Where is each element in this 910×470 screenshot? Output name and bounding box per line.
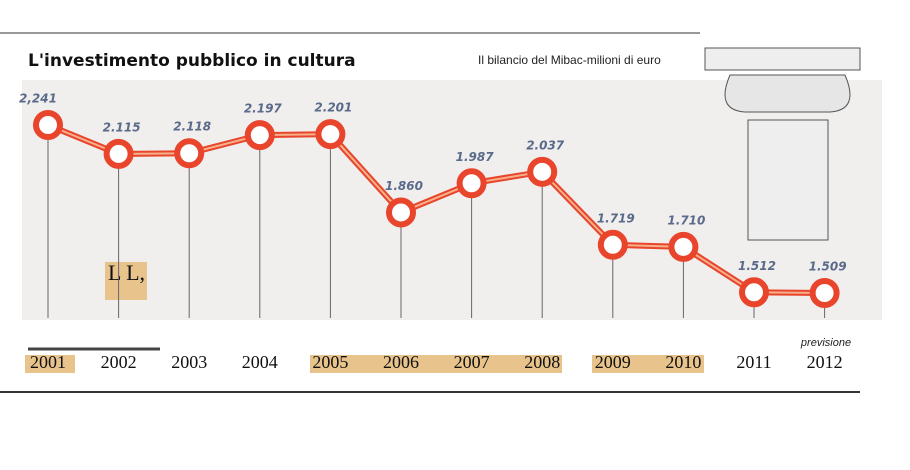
data-point — [739, 277, 769, 308]
data-point — [33, 110, 63, 140]
data-label: 2.201 — [314, 101, 352, 115]
data-point — [315, 119, 346, 150]
data-label: 2.037 — [526, 138, 565, 152]
highlight — [310, 355, 562, 373]
data-point — [809, 278, 840, 308]
x-tick-label: 2011 — [736, 352, 771, 372]
data-label: 2,241 — [19, 92, 57, 106]
data-label: 1.860 — [385, 179, 423, 193]
data-point — [174, 138, 205, 169]
x-tick-label: 2009 — [595, 352, 631, 372]
data-label: 1.509 — [809, 260, 847, 274]
data-point — [527, 156, 558, 187]
highlight — [592, 355, 704, 373]
annotation: L L, — [108, 260, 145, 285]
x-tick-label: 2003 — [171, 352, 207, 372]
highlight — [105, 262, 147, 300]
x-tick-label: 2012 — [807, 352, 843, 372]
data-point — [386, 197, 416, 228]
data-label: 2.118 — [173, 120, 211, 134]
x-tick-label: 2002 — [101, 352, 137, 372]
data-point — [668, 231, 699, 262]
x-tick-label: 2007 — [454, 352, 490, 372]
data-point — [244, 120, 275, 151]
highlight — [25, 355, 75, 373]
data-point — [103, 138, 134, 169]
x-tick-label: 2001 — [30, 352, 66, 372]
chart-subtitle: Il bilancio del Mibac-milioni di euro — [478, 53, 661, 67]
annotation: previsione — [800, 337, 851, 349]
data-label: 1.719 — [597, 211, 635, 225]
data-label: 2.115 — [103, 120, 141, 134]
data-label: 2.197 — [244, 102, 283, 116]
x-tick-label: 2005 — [312, 352, 348, 372]
data-label: 1.512 — [738, 259, 776, 273]
x-tick-label: 2010 — [665, 352, 701, 372]
chart-title: L'investimento pubblico in cultura — [28, 51, 356, 71]
x-tick-label: 2006 — [383, 352, 419, 372]
x-tick-label: 2004 — [242, 352, 278, 372]
data-label: 1.987 — [456, 150, 495, 164]
x-tick-label: 2008 — [524, 352, 560, 372]
data-label: 1.710 — [667, 213, 705, 227]
column-capital — [704, 47, 861, 241]
data-point — [456, 168, 487, 199]
data-point — [597, 229, 628, 260]
